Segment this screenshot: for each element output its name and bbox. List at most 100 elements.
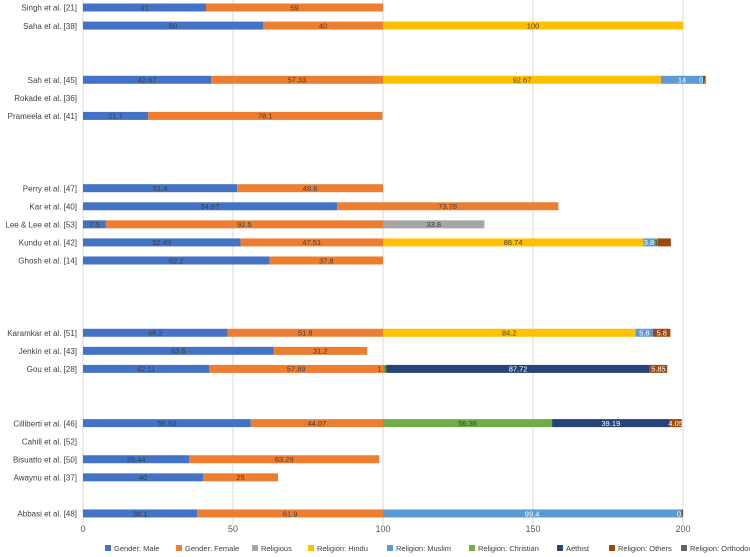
bar-segment [386, 364, 650, 373]
category-label: Prameela et al. [41] [8, 112, 77, 121]
legend-label: Religion: Hindu [317, 544, 368, 553]
bar-segment [211, 75, 383, 84]
category-label: Awaynu et al. [37] [14, 474, 77, 483]
bar-segment [83, 238, 241, 247]
bar-data-label: 56.36 [458, 419, 477, 428]
bar-segment [240, 238, 383, 247]
category-label: Lee & Lee et al. [53] [5, 221, 77, 230]
legend-swatch [252, 545, 258, 551]
bar-segment [635, 328, 653, 337]
bar-segment [83, 202, 338, 211]
legend-swatch [105, 545, 111, 551]
bar-data-label: 33.8 [426, 220, 441, 229]
legend-label: Religious [261, 544, 292, 553]
category-label: Bisuatto et al. [50] [13, 455, 77, 464]
legend-swatch [557, 545, 563, 551]
legend-swatch [681, 545, 687, 551]
bar-segment [273, 346, 368, 355]
bar-data-label: 62.2 [169, 256, 184, 265]
bar-segment [383, 220, 485, 229]
bar-segment [263, 21, 383, 30]
bar-data-label: 86.74 [504, 238, 523, 247]
bar-segment [654, 238, 658, 247]
legend-label: Religion: Muslim [396, 544, 451, 553]
category-label: Sah et al. [45] [28, 76, 77, 85]
legend-label: Gender: Female [185, 544, 239, 553]
bar-data-label: 48.2 [148, 329, 163, 338]
bar-data-label: 99.4 [525, 509, 540, 518]
bar-data-label: 5.85 [651, 365, 666, 374]
legend-swatch [469, 545, 475, 551]
category-label: Cahill et al. [52] [22, 437, 77, 446]
bar-segment [83, 328, 228, 337]
bar-segment [250, 419, 383, 428]
bar-segment [383, 364, 387, 373]
bar-segment [83, 509, 198, 518]
category-label: Ghosh et al. [14] [18, 257, 77, 266]
bar-segment [83, 75, 212, 84]
bar-data-label: 55.93 [158, 419, 177, 428]
bar-data-label: 40 [139, 473, 147, 482]
bar-segment [383, 509, 682, 518]
x-tick-label: 50 [228, 524, 238, 534]
bar-data-label: 39.19 [601, 419, 620, 428]
bar-data-label: 57.89 [287, 365, 306, 374]
bar-data-label: 51.4 [153, 184, 168, 193]
bar-segment [148, 111, 383, 120]
legend-swatch [176, 545, 182, 551]
category-axis-labels: Singh et al. [21] Saha et al. [38] Sah et … [5, 4, 77, 519]
bar-data-label: 44.07 [308, 419, 327, 428]
bar-segment [83, 184, 238, 193]
bar-data-label: 48.6 [303, 184, 318, 193]
bar-data-label: 21.7 [108, 112, 123, 121]
legend-label: Religion: Orthodox [690, 544, 750, 553]
bar-data-label: 73.78 [438, 202, 457, 211]
bar-data-label: 5.8 [656, 329, 666, 338]
legend-label: Gender: Male [114, 544, 159, 553]
bar-segment [209, 364, 383, 373]
bar-segment [383, 75, 662, 84]
category-label: Kundu et al. [42] [19, 239, 77, 248]
bar-data-label: 5.8 [639, 329, 649, 338]
bar-segment [203, 473, 278, 482]
bar-data-label: 61.9 [283, 509, 298, 518]
bar-data-labels: 41 59 60 40 100 42.67 57.33 92.67 14 0.9 21.7 78.1 5… [89, 3, 710, 518]
bar-data-label: 57.33 [288, 76, 307, 85]
bar-segment [227, 328, 383, 337]
category-label: Saha et al. [38] [23, 22, 77, 31]
bar-segment [383, 238, 644, 247]
bar-data-label: 40 [319, 21, 327, 30]
bar-data-label: 59 [290, 3, 298, 12]
bar-segment [83, 3, 206, 12]
bar-data-label: 35.44 [127, 455, 146, 464]
bar-data-label: 42.67 [138, 76, 157, 85]
legend-swatch [609, 545, 615, 551]
bar-segment [337, 202, 559, 211]
bar-segment [83, 220, 106, 229]
bar-segment [189, 455, 380, 464]
bar-segment [383, 328, 636, 337]
bar-data-label: 7.5 [89, 220, 99, 229]
bar-data-label: 51.8 [298, 329, 313, 338]
bar-segment [552, 419, 670, 428]
bar-data-label: 38.1 [133, 509, 148, 518]
bar-segment [653, 328, 671, 337]
bar-data-label: 1.17 [377, 365, 392, 374]
category-label: Rokade et al. [36] [14, 94, 77, 103]
bar-segment [661, 75, 704, 84]
bar-data-label: 63.5 [171, 347, 186, 356]
bar-segment [206, 3, 383, 12]
bar-data-label: 42.11 [137, 365, 155, 374]
legend-label: Religion: Christian [478, 544, 539, 553]
bar-data-label: 87.72 [509, 365, 528, 374]
bar-segment [83, 256, 270, 265]
x-tick-label: 0 [80, 524, 85, 534]
bar-data-label: 60 [169, 21, 177, 30]
bars [83, 3, 706, 518]
bar-data-label: 25 [236, 473, 244, 482]
bar-segment [83, 111, 149, 120]
category-label: Cilliberti et al. [46] [13, 419, 77, 428]
bar-data-label: 37.8 [319, 256, 334, 265]
category-label: Kar et al. [40] [29, 202, 77, 211]
category-label: Singh et al. [21] [21, 4, 77, 13]
